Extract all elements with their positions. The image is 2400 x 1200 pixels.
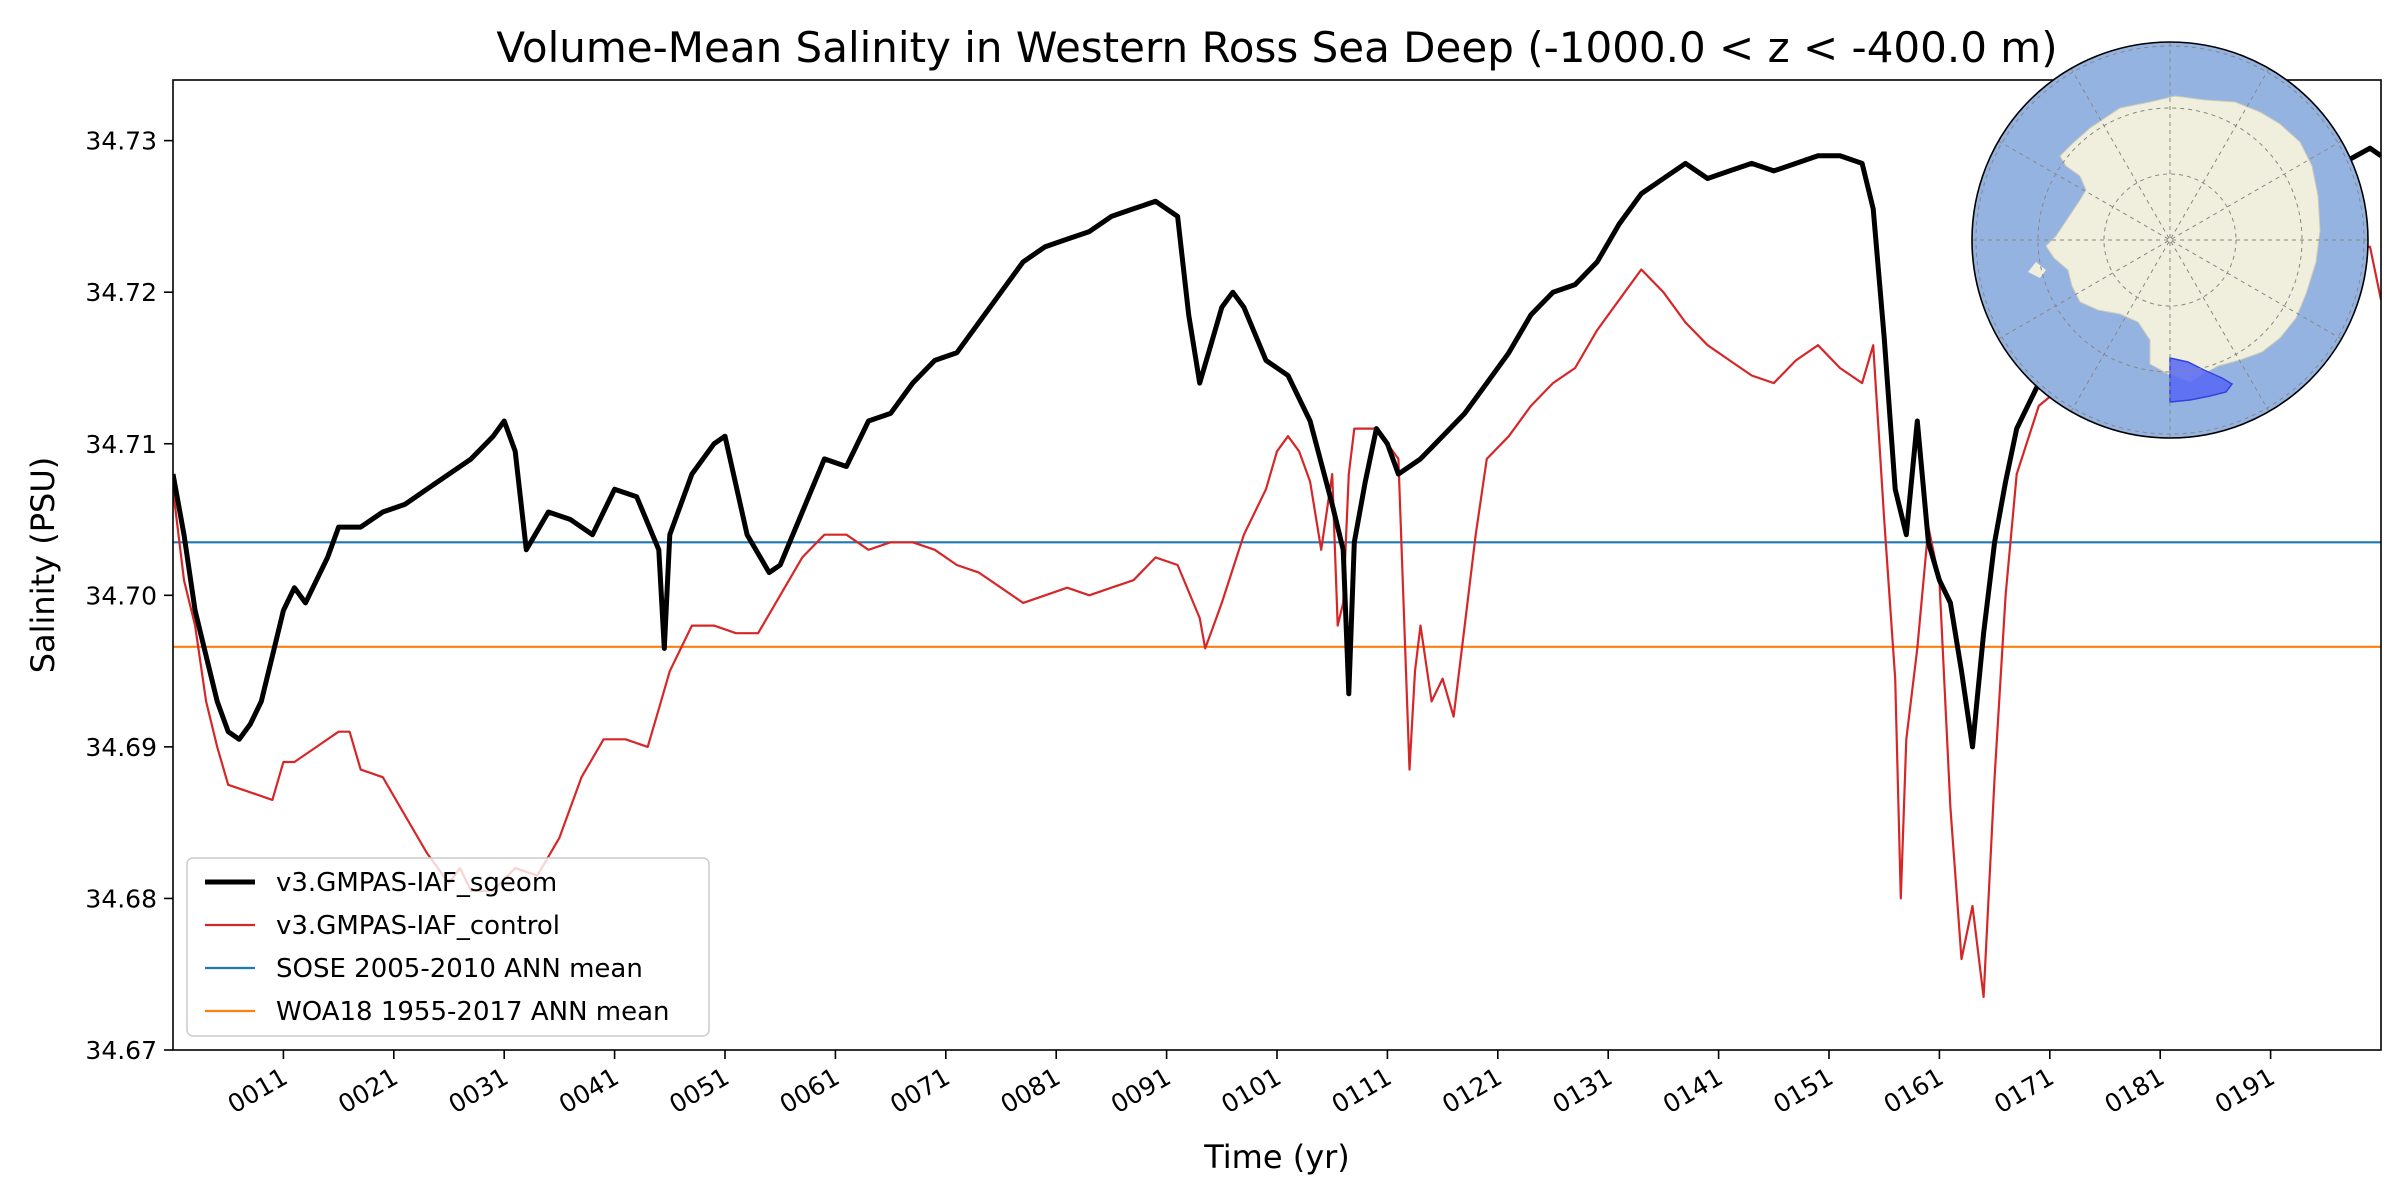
x-tick-label: 0131: [1548, 1062, 1618, 1119]
legend: v3.GMPAS-IAF_sgeom v3.GMPAS-IAF_control …: [186, 857, 710, 1037]
y-tick-label: 34.68: [85, 884, 157, 913]
legend-label-control: v3.GMPAS-IAF_control: [276, 911, 560, 941]
y-tick-label: 34.72: [85, 278, 157, 307]
x-tick-label: 0091: [1106, 1062, 1176, 1119]
x-tick-label: 0011: [223, 1062, 293, 1119]
legend-box: [186, 857, 710, 1037]
x-tick-label: 0121: [1437, 1062, 1507, 1119]
x-tick-label: 0101: [1216, 1062, 1286, 1119]
y-axis: 34.67 34.68 34.69 34.70 34.71 34.72 34.73: [85, 127, 173, 1065]
series-line-sgeom: [173, 145, 2381, 750]
y-tick-label: 34.70: [85, 581, 157, 610]
peninsula-fragment: [2028, 262, 2046, 278]
y-tick-label: 34.67: [85, 1036, 157, 1065]
graticule-meridian: [2070, 68, 2270, 412]
x-tick-label: 0061: [775, 1062, 845, 1119]
x-tick-label: 0161: [1879, 1062, 1949, 1119]
y-tick-label: 34.69: [85, 733, 157, 762]
graticule-meridian: [1998, 140, 2342, 340]
y-tick-label: 34.71: [85, 430, 157, 459]
x-tick-label: 0141: [1658, 1062, 1728, 1119]
x-axis-label: Time (yr): [1203, 1138, 1350, 1176]
x-tick-label: 0031: [444, 1062, 514, 1119]
antarctica-inset-map: [1971, 41, 2369, 439]
x-tick-label: 0071: [885, 1062, 955, 1119]
globe-outline: [1971, 41, 2369, 439]
x-tick-label: 0081: [996, 1062, 1066, 1119]
x-tick-label: 0041: [554, 1062, 624, 1119]
legend-label-sgeom: v3.GMPAS-IAF_sgeom: [276, 868, 557, 898]
x-tick-label: 0051: [664, 1062, 734, 1119]
y-tick-label: 34.73: [85, 127, 157, 156]
graticule: [1972, 42, 2368, 438]
x-tick-label: 0111: [1327, 1062, 1397, 1119]
x-tick-label: 0191: [2210, 1062, 2280, 1119]
x-tick-label: 0151: [1768, 1062, 1838, 1119]
y-axis-label: Salinity (PSU): [24, 457, 62, 674]
chart-title: Volume-Mean Salinity in Western Ross Sea…: [496, 23, 2057, 72]
legend-label-sose: SOSE 2005-2010 ANN mean: [276, 954, 643, 984]
graticule-meridian: [2070, 68, 2270, 412]
x-tick-label: 0181: [2100, 1062, 2170, 1119]
graticule-meridian: [1998, 140, 2342, 340]
x-tick-label: 0171: [1989, 1062, 2059, 1119]
region-highlight: [2169, 357, 2234, 403]
legend-label-woa18: WOA18 1955-2017 ANN mean: [276, 997, 670, 1027]
x-tick-label: 0021: [333, 1062, 403, 1119]
x-axis: 0011 0021 0031 0041 0051 0061 0071 0081 0091 0101…: [223, 1050, 2280, 1119]
